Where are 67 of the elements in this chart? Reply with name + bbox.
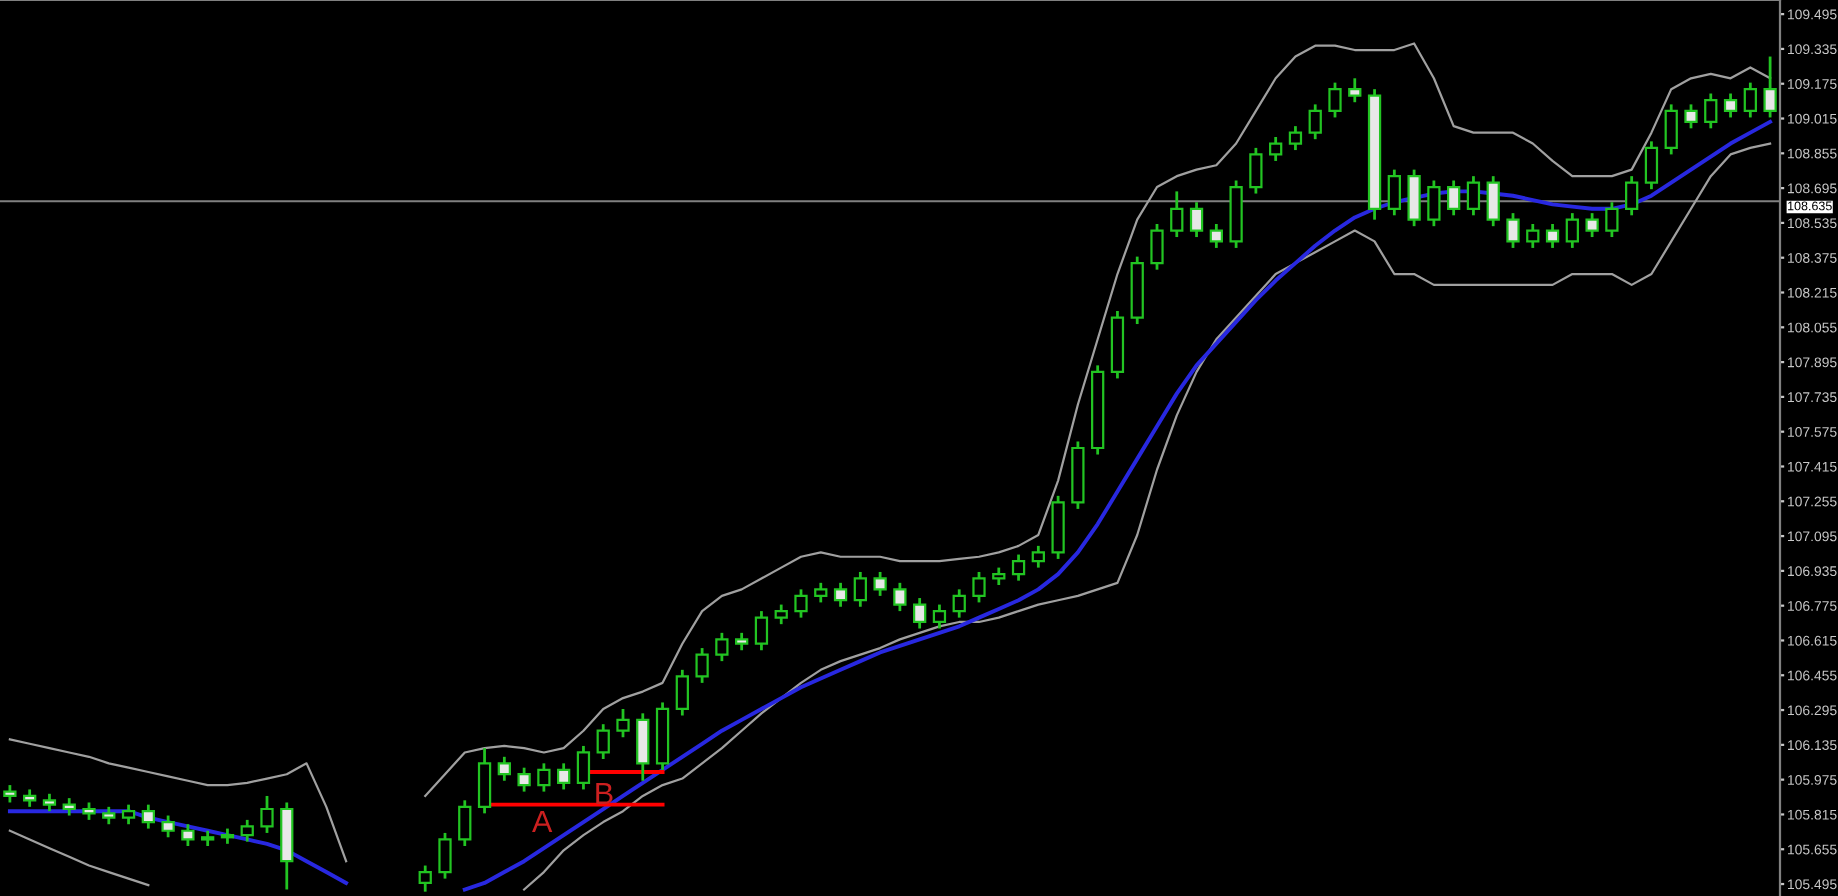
candlestick [1308,103,1322,141]
candlestick [774,603,788,626]
candlestick [1447,179,1461,217]
candlestick [1466,174,1481,217]
candlestick [1605,200,1619,239]
candlestick [1704,92,1718,130]
candlestick [853,570,867,609]
candlestick [240,818,254,844]
candlestick [497,755,511,783]
candlestick [1723,92,1738,119]
candlestick [952,587,966,620]
candlestick [616,707,630,739]
candlestick [1407,168,1421,228]
candlestick [715,631,729,663]
candlestick [1545,222,1560,250]
candlestick [596,722,610,761]
candlestick [814,581,828,604]
candlestick [1348,76,1362,104]
candlestick [893,581,907,613]
candlestick [1209,222,1223,250]
candlestick [1664,103,1678,156]
candlestick [1150,222,1164,272]
candlestick [458,798,472,848]
candlestick [418,864,432,894]
candlestick [141,803,155,830]
candlestick [833,581,848,609]
candlestick [438,831,452,880]
candlestick [1288,124,1303,152]
candlestick [161,814,175,839]
candlestick [1684,103,1698,130]
candlestick [1031,544,1045,569]
annotation: A [532,810,553,832]
candlestick [1585,211,1599,239]
candlestick [1526,222,1540,250]
candlestick [1565,211,1579,250]
candlestick [972,570,986,604]
candlestick [1170,189,1184,239]
candlestick [1486,174,1500,228]
candlestick [537,761,551,793]
candlestick [557,761,571,791]
candlestick [1506,211,1520,250]
candlestick [1625,174,1639,217]
candlestick [1269,135,1283,163]
candlestick [1011,553,1026,583]
candlestick [517,766,531,793]
candlestick [913,596,927,630]
candlestick [260,794,274,835]
candlestick [636,711,650,783]
annotation: B [596,782,613,804]
candlestick [1427,179,1441,228]
candlestick [932,603,947,630]
candlestick [1387,168,1401,217]
candlestick [794,587,808,620]
candlestick [675,668,689,717]
candlestick [1249,146,1263,195]
candlestick [873,570,887,598]
candlestick [1328,81,1342,119]
candlestick [477,746,492,815]
candlestick [1743,81,1757,119]
candlestick [576,744,591,791]
candlestick [1763,55,1777,119]
candlestick [121,803,136,826]
candlestick [695,646,709,685]
candlestick [754,609,769,652]
candlestick [181,822,195,848]
candlestick [1644,139,1659,191]
candlestick [1189,200,1204,239]
